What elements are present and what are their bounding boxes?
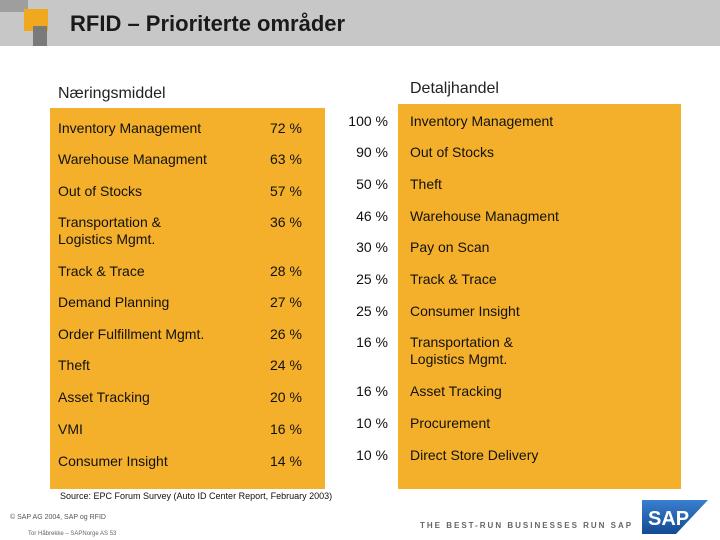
list-item-value: 30 % — [356, 239, 388, 255]
decor-square-dark — [33, 26, 47, 46]
list-item-value: 90 % — [356, 144, 388, 160]
panel-right-title: Detaljhandel — [410, 80, 499, 97]
panel-right-header: Detaljhandel — [398, 76, 681, 104]
source-note: Source: EPC Forum Survey (Auto ID Center… — [60, 491, 333, 501]
list-item-label: Asset Tracking — [410, 383, 502, 399]
list-item-value: 36 % — [270, 214, 302, 230]
list-item-label: Consumer Insight — [58, 453, 168, 469]
list-item-value: 28 % — [270, 263, 302, 279]
list-item-value: 16 % — [356, 383, 388, 399]
list-item-value: 72 % — [270, 120, 302, 136]
list-item-label: Warehouse Managment — [58, 151, 207, 167]
list-item-value: 25 % — [356, 303, 388, 319]
list-item-label: Track & Trace — [58, 263, 145, 279]
list-item-value: 63 % — [270, 151, 302, 167]
list-item-value: 26 % — [270, 326, 302, 342]
list-item-label: Theft — [410, 176, 442, 192]
list-item-label: Out of Stocks — [58, 183, 143, 199]
list-item-value: 27 % — [270, 294, 302, 310]
list-item-value: 20 % — [270, 389, 302, 405]
panel-left-header: Næringsmiddel — [50, 76, 325, 108]
list-item-value: 16 % — [356, 334, 388, 350]
list-item-value: 46 % — [356, 208, 388, 224]
list-item-label: Inventory Management — [58, 120, 202, 136]
list-item-value: 57 % — [270, 183, 302, 199]
list-item-value: 50 % — [356, 176, 388, 192]
list-item-label: Warehouse Managment — [410, 208, 559, 224]
panel-detaljhandel: Detaljhandel Inventory Management 100 % … — [348, 76, 681, 489]
list-item-value: 10 % — [356, 415, 388, 431]
list-item-value: 10 % — [356, 447, 388, 463]
decor-square-orange — [24, 9, 48, 31]
list-item-label: VMI — [58, 421, 83, 437]
list-item-label: Asset Tracking — [58, 389, 150, 405]
list-item-label: Order Fulfillment Mgmt. — [58, 326, 205, 342]
sap-logo: SAP — [642, 500, 708, 534]
list-item-value: 25 % — [356, 271, 388, 287]
sap-logo-text: SAP — [648, 508, 689, 530]
page-title: RFID – Prioriterte områder — [70, 11, 346, 36]
list-item-label: Pay on Scan — [410, 239, 490, 255]
list-item-label: Inventory Management — [410, 113, 554, 129]
author-text: Tor Håbrekke – SAPNorge AS 53 — [28, 531, 117, 537]
list-item-label: Demand Planning — [58, 294, 170, 310]
list-item-label: Procurement — [410, 415, 491, 431]
list-item-label: Out of Stocks — [410, 144, 495, 160]
list-item-label: Direct Store Delivery — [410, 447, 539, 463]
header-bar: RFID – Prioriterte områder — [0, 0, 720, 46]
panel-naeringsmiddel: Næringsmiddel Inventory Management 72 % … — [50, 76, 325, 489]
decor-square-gray — [0, 0, 28, 12]
list-item-value: 14 % — [270, 453, 302, 469]
copyright-text: © SAP AG 2004, SAP og RFID — [10, 514, 106, 521]
list-item-label: Theft — [58, 357, 90, 373]
list-item-label: Transportation & Logistics Mgmt. — [410, 334, 513, 367]
list-item-label: Track & Trace — [410, 271, 497, 287]
list-item-label: Transportation & Logistics Mgmt. — [58, 214, 161, 247]
tagline-text: THE BEST-RUN BUSINESSES RUN SAP — [420, 521, 634, 530]
panel-left-title: Næringsmiddel — [58, 85, 166, 102]
list-item-value: 24 % — [270, 357, 302, 373]
list-item-value: 100 % — [348, 113, 388, 129]
list-item-value: 16 % — [270, 421, 302, 437]
list-item-label: Consumer Insight — [410, 303, 520, 319]
